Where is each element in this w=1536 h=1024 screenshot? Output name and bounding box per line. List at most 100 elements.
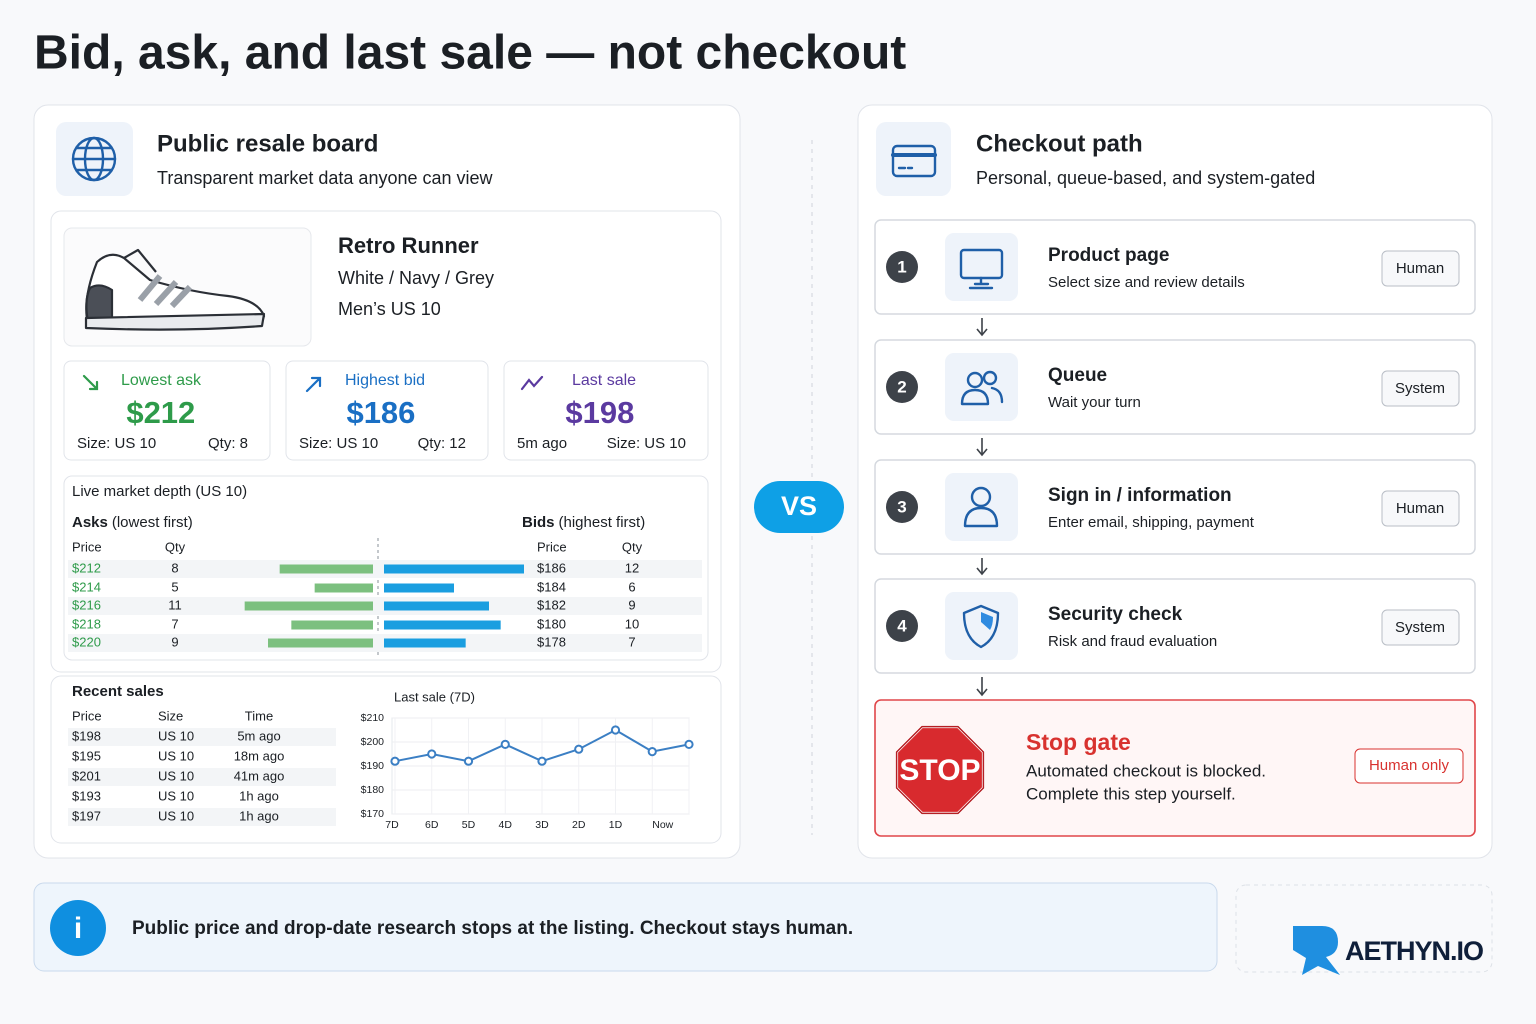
step-number-circle — [886, 491, 918, 523]
row-stripe — [68, 768, 336, 786]
vs-label: VS — [781, 491, 817, 521]
product-name: Retro Runner — [338, 233, 479, 258]
step-badge — [1381, 370, 1460, 407]
step-description: Enter email, shipping, payment — [1048, 514, 1255, 531]
recent-cell: $201 — [72, 768, 101, 783]
stop-line: Automated checkout is blocked. — [1026, 761, 1266, 780]
board-title: Public resale board — [157, 130, 378, 157]
stat-icon — [520, 375, 544, 391]
recent-cell: $193 — [72, 788, 101, 803]
bid-bar — [384, 583, 454, 593]
stat-right: Qty: 8 — [208, 435, 248, 452]
step-arrow — [976, 438, 988, 457]
info-icon — [50, 900, 106, 956]
bids-qty-header: Qty — [622, 539, 643, 554]
sale-point — [574, 744, 584, 754]
step-icon-box — [945, 353, 1018, 421]
step-badge — [1381, 609, 1460, 646]
bid-price: $182 — [537, 597, 566, 612]
bid-bar — [384, 620, 501, 630]
step-number-circle — [886, 610, 918, 642]
bids-heading: Bids (highest first) — [522, 514, 645, 531]
x-tick-label: 7D — [385, 819, 399, 831]
step-badge-text: Human — [1396, 500, 1444, 517]
sale-point — [537, 756, 547, 766]
sale-point — [427, 749, 437, 759]
ask-qty: 8 — [171, 560, 178, 575]
info-icon-text: i — [74, 912, 82, 945]
depth-rows: $212 8 $214 5 $216 11 $218 7 $220 9 $186 12 $184 6 $18… — [68, 560, 702, 652]
page-title: Bid, ask, and last sale — not checkout — [34, 27, 906, 80]
step-number: 4 — [897, 616, 907, 635]
logo-mark — [1293, 926, 1340, 975]
product-size: Men’s US 10 — [338, 299, 441, 319]
y-tick-label: $200 — [361, 736, 385, 748]
logo-box — [1235, 884, 1493, 973]
bid-qty: 7 — [628, 634, 635, 649]
sale-point — [610, 725, 621, 735]
step-card — [874, 339, 1476, 435]
bid-qty: 9 — [628, 597, 635, 612]
product-colorway: White / Navy / Grey — [338, 268, 494, 288]
stop-badge — [1354, 748, 1464, 784]
shoe-illustration — [84, 248, 266, 331]
x-tick-label: 2D — [572, 819, 586, 831]
recent-cell: US 10 — [158, 728, 194, 743]
step-number: 2 — [897, 377, 906, 396]
recent-cell: 5m ago — [237, 728, 280, 743]
footer-text: Public price and drop-date research stop… — [132, 918, 853, 939]
step-arrow — [976, 558, 988, 576]
step-number-circle — [886, 371, 918, 403]
step-badge — [1381, 250, 1460, 287]
recent-cell: US 10 — [158, 788, 194, 803]
stat-right: Qty: 12 — [418, 435, 466, 452]
ask-qty: 9 — [171, 634, 178, 649]
asks-price-header: Price — [72, 539, 102, 554]
y-tick-label: $210 — [361, 712, 385, 724]
stat-value: $186 — [346, 395, 415, 430]
step-arrow — [976, 318, 988, 337]
recent-cell: 18m ago — [234, 748, 285, 763]
row-stripe — [68, 808, 336, 826]
step-title: Product page — [1048, 245, 1169, 266]
recent-cell: $197 — [72, 808, 101, 823]
card-icon — [891, 144, 937, 178]
recent-header: Price — [72, 708, 102, 723]
y-tick-label: $190 — [361, 760, 385, 772]
chart: $170 $180 $190 $200 $210 7D 6D 5D 4D 3D 2D 1D Now — [361, 712, 694, 831]
step-card — [874, 459, 1476, 555]
depth-title: Live market depth (US 10) — [72, 483, 247, 500]
step-description: Risk and fraud evaluation — [1048, 633, 1217, 650]
asks-label: Asks — [72, 514, 108, 531]
recent-cell: $195 — [72, 748, 101, 763]
step-card — [874, 578, 1476, 674]
ask-bar — [314, 583, 373, 593]
recent-header: Time — [245, 708, 273, 723]
step-badge — [1381, 490, 1460, 527]
step-number: 1 — [897, 257, 906, 276]
board-subtitle: Transparent market data anyone can view — [157, 168, 494, 188]
recent-cell: US 10 — [158, 748, 194, 763]
stat-left: Size: US 10 — [299, 435, 378, 452]
ask-price: $212 — [72, 560, 101, 575]
ask-bar — [268, 638, 373, 648]
ask-price: $216 — [72, 597, 101, 612]
stat-icon — [82, 374, 99, 391]
stop-badge-text: Human only — [1369, 757, 1450, 774]
bid-bar — [384, 601, 489, 611]
x-tick-label: 1D — [609, 819, 623, 831]
recent-cell: $198 — [72, 728, 101, 743]
x-tick-label: 6D — [425, 819, 439, 831]
stat-icon — [305, 376, 322, 393]
stop-card — [874, 699, 1476, 837]
ask-qty: 7 — [171, 616, 178, 631]
checkout-subtitle: Personal, queue-based, and system-gated — [976, 168, 1315, 188]
step-title: Security check — [1048, 604, 1183, 625]
stat-left: Size: US 10 — [77, 435, 156, 452]
recent-cell: US 10 — [158, 768, 194, 783]
logo-text: AETHYN.IO — [1345, 936, 1483, 966]
y-tick-label: $170 — [361, 808, 385, 820]
bids-note: (highest first) — [559, 514, 646, 531]
step-number: 3 — [897, 497, 906, 516]
recent-table: Price Size Time $198 US 10 5m ago $195 US 10 18m… — [68, 708, 336, 826]
